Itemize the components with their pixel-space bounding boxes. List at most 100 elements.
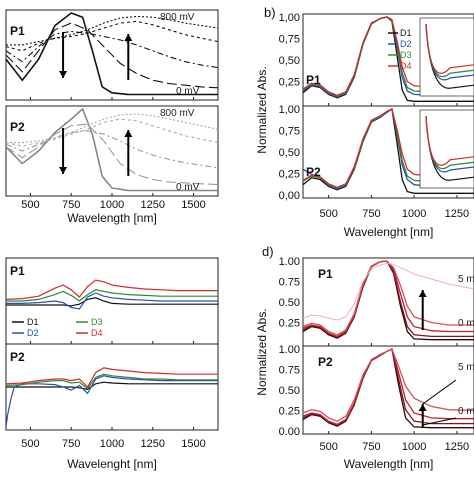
arrow-down-head — [59, 71, 68, 78]
series-line-a — [6, 20, 218, 52]
series-line-c — [6, 375, 218, 428]
y-tick-label: 0.25 — [279, 318, 300, 330]
y-tick-label: 0,00 — [279, 190, 300, 202]
legend-entry: D1 — [27, 317, 39, 327]
legend-entry: D3 — [91, 317, 103, 327]
annotation-5m: 5 m — [458, 362, 474, 373]
x-axis-label: Wavelenght [nm] — [67, 457, 157, 471]
series-line-a — [6, 130, 218, 169]
legend-entry: D2 — [400, 39, 412, 49]
arrow-down-head — [59, 167, 68, 174]
series-line-d — [303, 260, 474, 336]
x-tick-label: 1500 — [181, 438, 205, 450]
y-tick-label: 0.75 — [279, 277, 300, 289]
series-line-d — [303, 262, 474, 321]
x-tick-label: 1000 — [100, 199, 124, 211]
y-tick-label: 0.50 — [279, 385, 300, 397]
x-tick-label: 1000 — [100, 438, 124, 450]
x-tick-label: 1250 — [141, 199, 165, 211]
series-line-b — [303, 16, 474, 97]
series-line-c — [6, 292, 218, 310]
series-line-c — [6, 279, 218, 300]
x-tick-label: 500 — [21, 438, 39, 450]
series-line-a — [6, 30, 218, 69]
y-tick-label: 0.25 — [279, 406, 300, 418]
plot-frame-b — [302, 105, 474, 199]
inset-frame — [419, 17, 474, 97]
series-group-b — [303, 16, 474, 106]
subplot-label: P1 — [10, 24, 25, 38]
arrow-up-head — [418, 404, 427, 411]
arrow-up-head — [124, 34, 133, 41]
y-axis-label: Normalized Abs. — [255, 308, 269, 395]
inset-frame — [419, 109, 474, 189]
x-tick-label: 1250 — [445, 441, 469, 453]
panel-letter-d: d) — [262, 244, 274, 259]
y-tick-label: 0.75 — [279, 365, 300, 377]
series-line-a — [6, 113, 218, 144]
inset-series-line — [425, 115, 474, 166]
x-axis-label: Wavelength [nm] — [344, 457, 434, 471]
x-tick-label: 750 — [62, 199, 80, 211]
legend-entry: D2 — [27, 328, 39, 338]
y-tick-label: 0,50 — [279, 147, 300, 159]
annotation-0mV: 0 mV — [176, 86, 200, 97]
subplot-label: P2 — [318, 355, 333, 369]
series-group-c — [6, 367, 218, 430]
inset-series-line — [425, 23, 474, 74]
series-group-c — [6, 279, 218, 344]
annotation-800mV: 800 mV — [160, 108, 195, 119]
y-tick-label: 1.00 — [279, 344, 300, 356]
subplot-label: P2 — [10, 120, 25, 134]
arrow-up-head — [418, 290, 427, 297]
x-tick-label: 750 — [362, 208, 380, 220]
series-line-a — [6, 22, 218, 89]
subplot-label: P1 — [318, 267, 333, 281]
series-line-a — [6, 15, 218, 46]
series-line-b — [303, 108, 474, 189]
series-line-a — [6, 123, 218, 186]
y-tick-label: 0,25 — [279, 169, 300, 181]
subplot-label: P2 — [306, 165, 321, 179]
x-tick-label: 750 — [362, 441, 380, 453]
x-tick-label: 1500 — [181, 199, 205, 211]
annotation-0mV: 0 mV — [176, 182, 200, 193]
annotation-0m: 0 m — [458, 406, 474, 417]
series-line-b — [303, 108, 474, 189]
series-group-a — [6, 12, 218, 100]
series-line-c — [6, 381, 218, 391]
x-tick-label: 1000 — [402, 441, 426, 453]
y-axis-label: Normalized Abs. — [255, 66, 269, 153]
series-line-a — [6, 12, 218, 96]
subplot-label: P2 — [10, 350, 25, 364]
x-tick-label: 750 — [62, 438, 80, 450]
legend-entry: D4 — [400, 61, 412, 71]
y-tick-label: 0,25 — [279, 77, 300, 89]
pointer-line — [422, 379, 457, 405]
series-line-c — [6, 297, 218, 307]
annotation-5m: 5 m — [458, 274, 474, 285]
legend-entry: D3 — [400, 50, 412, 60]
series-group-d — [303, 348, 474, 434]
series-group-d — [303, 260, 474, 346]
x-tick-label: 500 — [319, 208, 337, 220]
x-axis-label: Wavelenght [nm] — [344, 225, 434, 239]
series-line-c — [6, 289, 218, 302]
y-tick-label: 1.00 — [279, 256, 300, 268]
series-group-b — [303, 107, 474, 198]
x-axis-label: Wavelength [nm] — [67, 211, 157, 225]
series-line-c — [6, 373, 218, 390]
subplot-label: P1 — [306, 73, 321, 87]
x-tick-label: 500 — [21, 199, 39, 211]
pointer-line — [422, 417, 457, 426]
series-line-a — [6, 107, 218, 192]
x-tick-label: 1000 — [402, 208, 426, 220]
y-tick-label: 1,00 — [279, 104, 300, 116]
x-tick-label: 1250 — [141, 438, 165, 450]
x-tick-label: 500 — [319, 441, 337, 453]
annotation-0m: 0 m — [458, 318, 474, 329]
x-tick-label: 1250 — [445, 208, 469, 220]
panel-letter-b: b) — [264, 5, 276, 20]
y-tick-label: 0.50 — [279, 297, 300, 309]
